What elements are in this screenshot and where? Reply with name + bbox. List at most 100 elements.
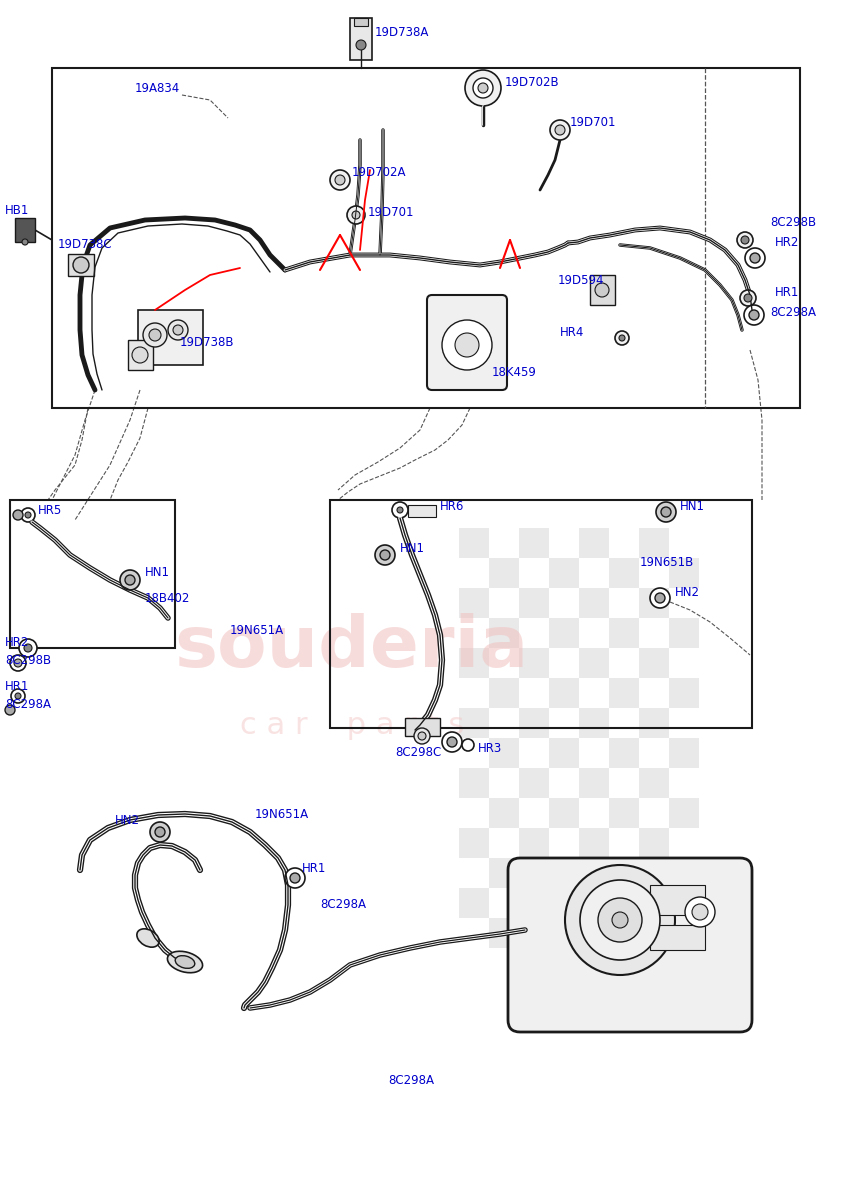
Text: c a r    p a r t s: c a r p a r t s bbox=[239, 712, 464, 740]
Circle shape bbox=[13, 510, 23, 520]
Circle shape bbox=[465, 70, 501, 106]
Bar bbox=[609, 678, 639, 708]
Bar bbox=[408, 505, 436, 517]
Circle shape bbox=[442, 732, 462, 752]
Bar bbox=[489, 678, 519, 708]
Circle shape bbox=[744, 305, 764, 325]
Bar bbox=[52, 68, 800, 408]
Circle shape bbox=[335, 175, 345, 185]
Text: 19N651A: 19N651A bbox=[255, 809, 309, 822]
Circle shape bbox=[150, 822, 170, 842]
Bar bbox=[609, 618, 639, 648]
Circle shape bbox=[565, 865, 675, 974]
Bar bbox=[579, 528, 609, 558]
Bar bbox=[489, 918, 519, 948]
Bar bbox=[489, 618, 519, 648]
Circle shape bbox=[473, 78, 493, 98]
Text: 19D702A: 19D702A bbox=[352, 167, 407, 180]
Circle shape bbox=[414, 728, 430, 744]
Circle shape bbox=[168, 320, 188, 340]
Circle shape bbox=[737, 232, 753, 248]
Circle shape bbox=[380, 550, 390, 560]
Bar bbox=[459, 828, 489, 858]
Bar bbox=[459, 768, 489, 798]
Bar bbox=[609, 558, 639, 588]
Bar bbox=[639, 768, 669, 798]
Text: 19D738A: 19D738A bbox=[375, 25, 429, 38]
Bar bbox=[15, 218, 35, 242]
Bar bbox=[68, 254, 94, 276]
Circle shape bbox=[149, 329, 161, 341]
Circle shape bbox=[741, 236, 749, 244]
Circle shape bbox=[125, 575, 135, 584]
Bar bbox=[489, 858, 519, 888]
Bar bbox=[639, 528, 669, 558]
Circle shape bbox=[750, 253, 760, 263]
Bar bbox=[579, 648, 609, 678]
Ellipse shape bbox=[137, 929, 159, 947]
Bar bbox=[519, 708, 549, 738]
Bar bbox=[549, 918, 579, 948]
Text: 8C298A: 8C298A bbox=[388, 1074, 434, 1086]
Bar bbox=[669, 918, 699, 948]
Text: HN2: HN2 bbox=[115, 814, 140, 827]
Bar bbox=[579, 828, 609, 858]
Circle shape bbox=[555, 125, 565, 134]
Text: HR1: HR1 bbox=[5, 679, 29, 692]
Circle shape bbox=[73, 257, 89, 272]
Circle shape bbox=[10, 655, 26, 671]
Circle shape bbox=[120, 570, 140, 590]
Text: 18B402: 18B402 bbox=[145, 592, 190, 605]
Circle shape bbox=[749, 310, 759, 320]
Circle shape bbox=[442, 320, 492, 370]
Bar bbox=[519, 828, 549, 858]
Bar bbox=[549, 558, 579, 588]
Circle shape bbox=[447, 737, 457, 746]
Bar bbox=[519, 588, 549, 618]
FancyBboxPatch shape bbox=[427, 295, 507, 390]
Text: HR5: HR5 bbox=[38, 504, 63, 516]
Circle shape bbox=[478, 83, 488, 92]
Circle shape bbox=[21, 508, 35, 522]
Text: HR1: HR1 bbox=[775, 286, 800, 299]
Text: 19D702B: 19D702B bbox=[505, 76, 559, 89]
Bar bbox=[519, 648, 549, 678]
Text: 19D594: 19D594 bbox=[558, 274, 605, 287]
Circle shape bbox=[650, 588, 670, 608]
Bar bbox=[330, 500, 752, 728]
Circle shape bbox=[375, 545, 395, 565]
Circle shape bbox=[11, 689, 25, 703]
Circle shape bbox=[19, 638, 37, 658]
Circle shape bbox=[685, 898, 715, 926]
Text: 19D701: 19D701 bbox=[368, 205, 414, 218]
Text: HR1: HR1 bbox=[302, 862, 326, 875]
Circle shape bbox=[173, 325, 183, 335]
Bar bbox=[650, 925, 705, 950]
Circle shape bbox=[5, 704, 15, 715]
Bar bbox=[459, 888, 489, 918]
Text: HN1: HN1 bbox=[145, 565, 170, 578]
Bar bbox=[549, 618, 579, 648]
Bar bbox=[489, 798, 519, 828]
Circle shape bbox=[132, 347, 148, 362]
Text: 19A834: 19A834 bbox=[135, 82, 180, 95]
Text: 19D738B: 19D738B bbox=[180, 336, 234, 348]
Bar bbox=[128, 340, 153, 370]
Circle shape bbox=[580, 880, 660, 960]
Circle shape bbox=[24, 644, 32, 652]
Circle shape bbox=[615, 331, 629, 346]
Bar bbox=[459, 708, 489, 738]
Text: 19N651A: 19N651A bbox=[230, 624, 284, 636]
Bar bbox=[549, 798, 579, 828]
Ellipse shape bbox=[167, 952, 202, 973]
Bar bbox=[519, 528, 549, 558]
Text: HN1: HN1 bbox=[400, 541, 425, 554]
Bar bbox=[579, 588, 609, 618]
Bar bbox=[669, 558, 699, 588]
Circle shape bbox=[155, 827, 165, 838]
Bar bbox=[669, 678, 699, 708]
Bar bbox=[590, 275, 615, 305]
Text: 19D738C: 19D738C bbox=[58, 238, 112, 251]
Ellipse shape bbox=[175, 955, 195, 968]
Circle shape bbox=[740, 290, 756, 306]
